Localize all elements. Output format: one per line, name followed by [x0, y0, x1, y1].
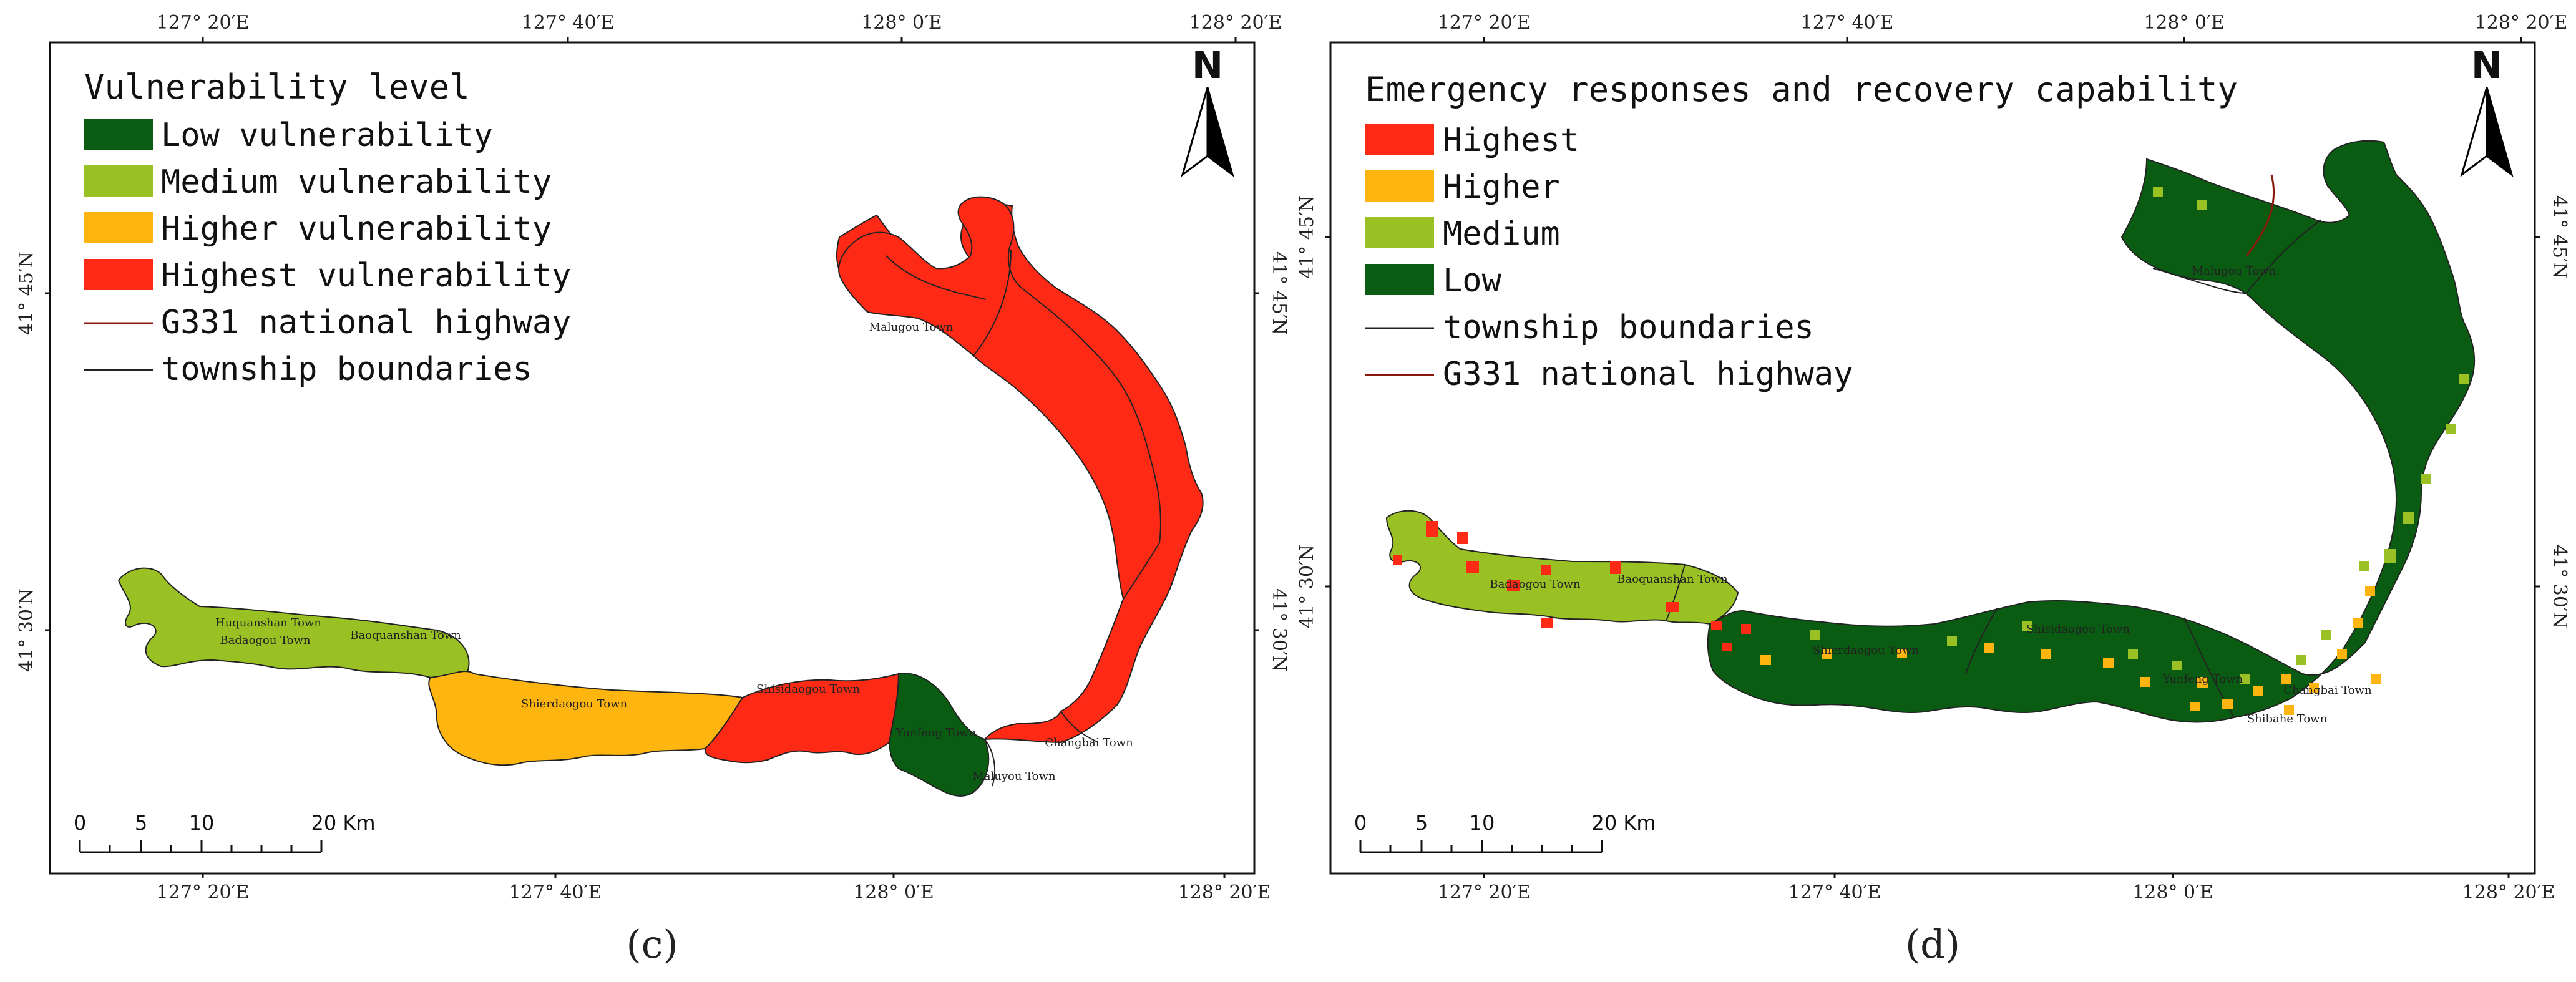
town-label: Changbai Town	[2283, 684, 2372, 697]
lon-label-bottom: 127° 40′E	[1788, 882, 1881, 903]
lon-label-top: 128° 20′E	[1189, 12, 1282, 34]
town-label: Maluyou Town	[972, 770, 1056, 783]
panel-caption: (c)	[626, 921, 678, 967]
town-label: Huquanshan Town	[215, 616, 321, 630]
region-medium-west	[117, 567, 470, 679]
scale-bar: 0 5 10 20 Km	[1354, 811, 1656, 853]
town-label: Baoquanshan Town	[350, 629, 461, 642]
legend-item: Higher vulnerability	[161, 210, 552, 248]
lon-label-top: 127° 40′E	[1801, 12, 1894, 34]
lat-label-right: 41° 45′N	[1268, 251, 1290, 335]
legend-item: Higher	[1443, 168, 1560, 206]
highway-g331	[2245, 174, 2275, 256]
lon-label-bottom: 128° 20′E	[2462, 882, 2555, 903]
scale-bar: 0 5 10 20 Km	[74, 811, 376, 853]
township-boundaries	[886, 249, 1099, 787]
lat-label-left: 41° 30′N	[16, 588, 37, 672]
town-label: Badaogou Town	[220, 634, 311, 647]
legend-item: Medium vulnerability	[161, 163, 552, 201]
lon-label-top: 128° 0′E	[861, 12, 942, 34]
lat-label-left: 41° 45′N	[1296, 195, 1318, 279]
legend-swatch	[84, 165, 153, 197]
legend-swatch	[1365, 124, 1434, 155]
town-label: Malugou Town	[869, 321, 954, 334]
legend-title: Vulnerability level	[84, 67, 470, 107]
scale-bar-label: 5	[1415, 811, 1428, 835]
lon-label-top: 127° 20′E	[157, 12, 250, 34]
north-arrow: N	[2460, 44, 2514, 177]
region-medium-west	[1385, 510, 1739, 625]
legend-item: Highest vulnerability	[161, 257, 571, 294]
town-label: Yunfeng Town	[2162, 673, 2243, 686]
town-label: Shisidaogou Town	[756, 683, 860, 696]
legend-item: Low	[1443, 262, 1502, 299]
town-label: Malugou Town	[2192, 265, 2276, 278]
legend-swatch	[84, 259, 153, 290]
lon-label-top: 128° 0′E	[2144, 12, 2225, 34]
panel-caption: (d)	[1905, 921, 1960, 967]
legend-item: township boundaries	[1443, 309, 1814, 346]
panel-d-emergency-capability-map: 127° 20′E 127° 40′E 128° 0′E 128° 20′E 1…	[1296, 12, 2570, 967]
legend-item: Medium	[1443, 215, 1560, 253]
legend-swatch	[1365, 170, 1434, 202]
capability-patches	[1393, 187, 2469, 715]
graticule-ticks	[45, 37, 1259, 878]
town-label: Badaogou Town	[1490, 578, 1581, 591]
lat-label-right: 41° 45′N	[2549, 195, 2570, 279]
lon-label-top: 127° 40′E	[522, 12, 615, 34]
scale-bar-label: 20 Km	[1591, 811, 1656, 835]
legend-item: G331 national highway	[1443, 356, 1853, 393]
region-higher-shierdaogou	[428, 671, 744, 766]
lat-label-right: 41° 30′N	[2549, 545, 2570, 628]
svg-text:N: N	[2471, 44, 2502, 87]
town-label: Shibahe Town	[2247, 712, 2328, 726]
scale-bar-label: 20 Km	[311, 811, 375, 835]
legend-item: G331 national highway	[161, 304, 571, 341]
lon-label-bottom: 127° 20′E	[1438, 882, 1531, 903]
legend-swatch	[1365, 264, 1434, 295]
region-highest-shisidaogou	[704, 673, 900, 764]
graticule-ticks	[1325, 37, 2540, 878]
svg-text:N: N	[1192, 44, 1223, 87]
legend-swatch	[84, 212, 153, 243]
scale-bar-label: 10	[1470, 811, 1495, 835]
legend-item: township boundaries	[161, 351, 532, 388]
town-label: Shierdaogou Town	[521, 698, 628, 711]
lon-label-bottom: 128° 0′E	[853, 882, 934, 903]
north-arrow: N	[1181, 44, 1234, 177]
legend: Emergency responses and recovery capabil…	[1365, 70, 2238, 393]
lat-label-left: 41° 30′N	[1296, 545, 1318, 628]
region-highest-malugou	[838, 196, 1161, 601]
lat-label-right: 41° 30′N	[1268, 588, 1290, 672]
panel-c-vulnerability-map: 127° 20′E 127° 40′E 128° 0′E 128° 20′E 1…	[16, 12, 1290, 967]
lon-label-bottom: 127° 40′E	[509, 882, 602, 903]
legend: Vulnerability level Low vulnerability Me…	[84, 67, 571, 388]
lon-label-bottom: 127° 20′E	[157, 882, 250, 903]
legend-swatch	[84, 119, 153, 150]
legend-item: Highest	[1443, 122, 1579, 159]
town-label: Shierdaogou Town	[1813, 644, 1920, 657]
town-label: Yunfeng Town	[895, 726, 977, 739]
scale-bar-label: 0	[74, 811, 86, 835]
town-label: Shisidaogou Town	[2026, 623, 2130, 636]
scale-bar-label: 5	[135, 811, 147, 835]
lon-label-bottom: 128° 20′E	[1178, 882, 1271, 903]
region-low-main	[1707, 140, 2476, 723]
town-label: Changbai Town	[1045, 736, 1133, 749]
lon-label-top: 128° 20′E	[2475, 12, 2568, 34]
lon-label-top: 127° 20′E	[1438, 12, 1531, 34]
town-label: Baoquanshan Town	[1617, 573, 1728, 586]
lat-label-left: 41° 45′N	[16, 251, 37, 335]
legend-item: Low vulnerability	[161, 117, 493, 154]
scale-bar-label: 0	[1354, 811, 1367, 835]
region-low-yunfeng	[888, 673, 990, 797]
legend-title: Emergency responses and recovery capabil…	[1365, 70, 2238, 109]
scale-bar-label: 10	[189, 811, 215, 835]
legend-swatch	[1365, 217, 1434, 248]
lon-label-bottom: 128° 0′E	[2132, 882, 2213, 903]
